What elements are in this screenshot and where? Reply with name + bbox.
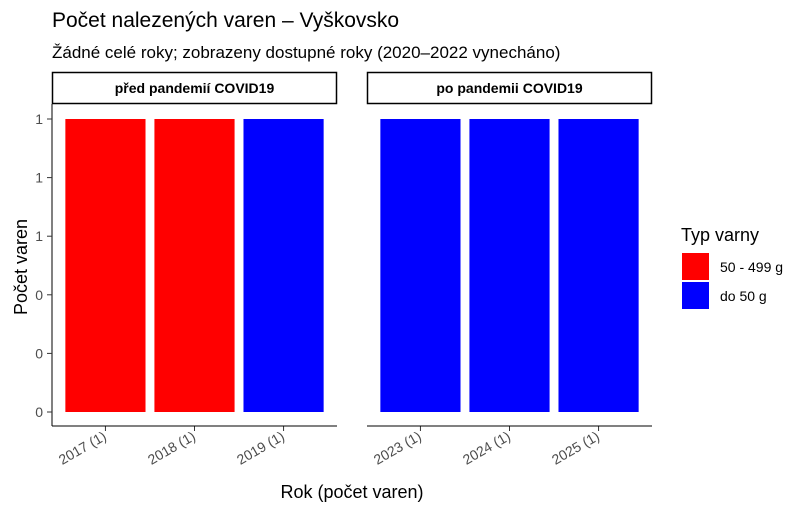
legend-swatch — [682, 282, 709, 309]
bar-2018 — [154, 119, 235, 412]
chart-title: Počet nalezených varen – Vyškovsko — [52, 9, 399, 32]
panel-1: před pandemií COVID19 2017 (1) 2018 (1) 201… — [51, 71, 338, 468]
y-axis: 0 0 0 1 1 1 — [35, 104, 53, 426]
legend-swatch — [682, 253, 709, 280]
bar-2023 — [380, 119, 461, 412]
x-tick-label: 2017 (1) — [56, 428, 109, 468]
x-tick-label: 2018 (1) — [145, 428, 198, 468]
y-tick-label: 1 — [35, 228, 43, 244]
y-tick-label: 1 — [35, 111, 43, 127]
x-tick-label: 2024 (1) — [460, 428, 513, 468]
legend: Typ varny 50 - 499 g do 50 g — [681, 225, 783, 309]
y-tick-label: 1 — [35, 170, 43, 186]
y-axis-title: Počet varen — [11, 219, 31, 315]
y-tick-label: 0 — [35, 287, 43, 303]
x-tick-label: 2023 (1) — [371, 428, 424, 468]
legend-title: Typ varny — [681, 225, 759, 245]
x-axis-title: Rok (počet varen) — [280, 482, 423, 502]
panel-2: po pandemii COVID19 2023 (1) 2024 (1) 2025 … — [366, 71, 653, 468]
panel-strip — [51, 71, 338, 105]
y-tick-label: 0 — [35, 404, 43, 420]
chart-subtitle: Žádné celé roky; zobrazeny dostupné roky… — [52, 43, 560, 62]
panel-strip-label: před pandemií COVID19 — [115, 80, 275, 96]
panels: před pandemií COVID19 2017 (1) 2018 (1) 201… — [51, 71, 653, 468]
bar-2017 — [65, 119, 146, 412]
bar-2019 — [243, 119, 324, 412]
bar-2024 — [469, 119, 550, 412]
legend-label: do 50 g — [720, 288, 767, 304]
x-tick-label: 2019 (1) — [234, 428, 287, 468]
x-tick-label: 2025 (1) — [549, 428, 602, 468]
bar-2025 — [558, 119, 639, 412]
y-tick-label: 0 — [35, 345, 43, 361]
panel-strip — [366, 71, 653, 105]
panel-strip-label: po pandemii COVID19 — [436, 80, 582, 96]
legend-label: 50 - 499 g — [720, 259, 783, 275]
